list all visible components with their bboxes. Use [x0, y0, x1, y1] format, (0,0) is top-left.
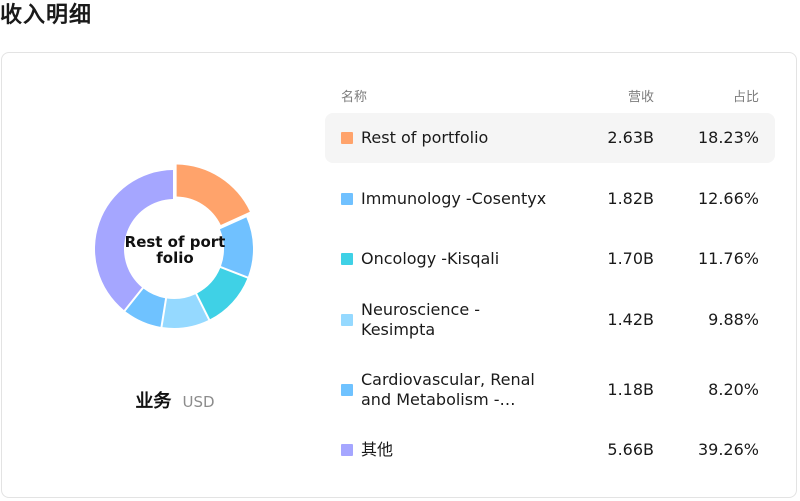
- row-share: 11.76%: [697, 249, 759, 268]
- row-name: Rest of portfolio: [361, 128, 489, 147]
- donut-slice[interactable]: [176, 164, 250, 225]
- donut-slice[interactable]: [94, 170, 174, 311]
- header-share: 占比: [732, 90, 759, 105]
- row-share: 8.20%: [708, 380, 759, 399]
- row-revenue: 5.66B: [607, 440, 654, 459]
- table-row[interactable]: Rest of portfolio 2.63B 18.23%: [325, 113, 775, 163]
- row-share: 39.26%: [697, 440, 759, 459]
- page-title: 收入明细: [0, 3, 93, 28]
- row-share: 18.23%: [697, 128, 759, 147]
- row-share: 9.88%: [708, 310, 759, 329]
- row-revenue: 1.70B: [607, 249, 654, 268]
- row-revenue: 2.63B: [607, 128, 654, 147]
- donut-slice[interactable]: [197, 268, 248, 320]
- row-share: 12.66%: [697, 189, 759, 208]
- legend-swatch: [341, 193, 353, 205]
- donut-svg: [94, 164, 254, 328]
- donut-chart: Rest of portfolio: [94, 163, 256, 335]
- table-header: 名称 营收 占比: [325, 86, 775, 105]
- table-row[interactable]: Immunology -Cosentyx 1.82B 12.66%: [325, 174, 775, 224]
- legend-swatch: [341, 253, 353, 265]
- row-name: Oncology -Kisqali: [361, 249, 500, 268]
- row-revenue: 1.42B: [607, 310, 654, 329]
- table-row[interactable]: Neuroscience -Kesimpta 1.42B 9.88%: [325, 295, 775, 345]
- donut-center-label: Rest of portfolio: [124, 233, 226, 267]
- segment-name: 业务: [135, 391, 172, 412]
- header-name: 名称: [341, 90, 368, 105]
- donut-slice[interactable]: [219, 217, 254, 277]
- row-revenue: 1.18B: [607, 380, 654, 399]
- legend-swatch: [341, 384, 353, 396]
- donut-slice[interactable]: [125, 288, 166, 327]
- row-name: Cardiovascular, Renal and Metabolism -Le…: [361, 370, 535, 409]
- legend-swatch: [341, 314, 353, 326]
- row-name: 其他: [361, 440, 394, 459]
- header-revenue: 营收: [627, 90, 654, 105]
- row-revenue: 1.82B: [607, 189, 654, 208]
- row-name: Immunology -Cosentyx: [361, 189, 547, 208]
- legend-swatch: [341, 444, 353, 456]
- table-row[interactable]: Cardiovascular, Renal and Metabolism -Le…: [325, 364, 775, 416]
- table-row[interactable]: 其他 5.66B 39.26%: [325, 425, 775, 475]
- table-row[interactable]: Oncology -Kisqali 1.70B 11.76%: [325, 234, 775, 284]
- segment-caption: 业务 USD: [0, 387, 350, 413]
- segment-currency: USD: [182, 393, 215, 411]
- legend-swatch: [341, 132, 353, 144]
- donut-slice[interactable]: [162, 294, 209, 328]
- row-name: Neuroscience -Kesimpta: [361, 300, 481, 339]
